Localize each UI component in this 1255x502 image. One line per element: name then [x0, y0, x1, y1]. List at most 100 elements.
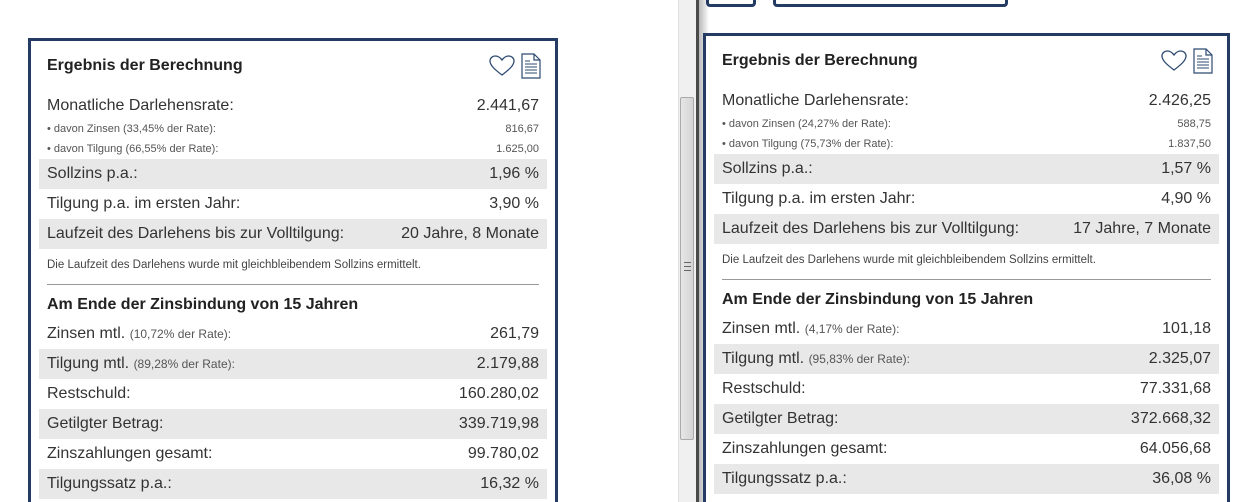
interest-part-label: • davon Zinsen (24,27% der Rate): — [722, 118, 891, 130]
term-note: Die Laufzeit des Darlehens wurde mit gle… — [722, 254, 1096, 266]
row-value: 99.780,02 — [467, 445, 539, 462]
row-label: Getilgter Betrag: — [722, 410, 839, 427]
principal-part-label: • davon Tilgung (66,55% der Rate): — [47, 143, 219, 155]
end-row: Zinszahlungen gesamt: 64.056,68 — [714, 434, 1219, 464]
row-value: 1,57 % — [1161, 160, 1211, 177]
row-value: 4,90 % — [1161, 190, 1211, 207]
row-sublabel: (89,28% der Rate): — [133, 357, 235, 371]
principal-part-value: 1.625,00 — [496, 143, 539, 155]
scrollbar-thumb[interactable] — [680, 97, 694, 440]
interest-part-label: • davon Zinsen (33,45% der Rate): — [47, 123, 216, 135]
row-label: Sollzins p.a.: — [722, 160, 813, 177]
row-label: Restschuld: — [722, 380, 806, 397]
repayment-rate-row: Tilgung p.a. im ersten Jahr: 4,90 % — [714, 184, 1219, 214]
row-sublabel: (4,17% der Rate): — [804, 322, 900, 336]
result-header: Ergebnis der Berechnung — [39, 41, 547, 93]
top-button-small[interactable] — [706, 0, 756, 7]
row-label: Laufzeit des Darlehens bis zur Volltilgu… — [47, 225, 345, 242]
document-icon[interactable] — [1193, 48, 1213, 74]
row-label-group: Tilgung mtl. (95,83% der Rate): — [722, 350, 910, 368]
row-label-group: Tilgung mtl. (89,28% der Rate): — [47, 355, 235, 373]
divider — [722, 279, 1211, 280]
heart-icon[interactable] — [1161, 50, 1187, 72]
result-title: Ergebnis der Berechnung — [722, 52, 918, 69]
row-value: 339.719,98 — [458, 415, 539, 432]
end-row: Tilgung mtl. (95,83% der Rate): 2.325,07 — [714, 344, 1219, 374]
document-icon[interactable] — [521, 53, 541, 79]
row-value: 372.668,32 — [1130, 410, 1211, 427]
row-value: 17 Jahre, 7 Monate — [1073, 220, 1211, 237]
row-value: 2.179,88 — [476, 355, 539, 372]
top-button-wide[interactable] — [773, 0, 1008, 7]
row-label: Restschuld: — [47, 385, 131, 402]
row-value: 36,08 % — [1152, 470, 1211, 487]
row-value: 101,18 — [1162, 320, 1211, 337]
interest-part-value: 816,67 — [505, 123, 539, 135]
row-value: 261,79 — [490, 325, 539, 342]
row-label: Zinsen mtl. — [722, 320, 801, 337]
row-value: 16,32 % — [480, 475, 539, 492]
interest-part-row: • davon Zinsen (33,45% der Rate): 816,67 — [39, 119, 547, 139]
row-value: 1,96 % — [489, 165, 539, 182]
row-label: Tilgung mtl. — [47, 355, 130, 372]
end-row: Restschuld: 77.331,68 — [714, 374, 1219, 404]
result-panel-left: Ergebnis der Berechnung Monatliche Darle… — [28, 38, 558, 502]
end-row: Getilgter Betrag: 372.668,32 — [714, 404, 1219, 434]
end-row: Restschuld: 160.280,02 — [39, 379, 547, 409]
monthly-rate-row: Monatliche Darlehensrate: 2.441,67 — [39, 93, 547, 119]
row-label: Zinszahlungen gesamt: — [722, 440, 888, 457]
result-title: Ergebnis der Berechnung — [47, 57, 243, 74]
repayment-rate-row: Tilgung p.a. im ersten Jahr: 3,90 % — [39, 189, 547, 219]
row-value: 64.056,68 — [1139, 440, 1211, 457]
principal-part-label: • davon Tilgung (75,73% der Rate): — [722, 138, 894, 150]
monthly-rate-row: Monatliche Darlehensrate: 2.426,25 — [714, 88, 1219, 114]
row-label: Zinsen mtl. — [47, 325, 126, 342]
interest-part-value: 588,75 — [1177, 118, 1211, 130]
heart-icon[interactable] — [489, 55, 515, 77]
loan-term-row: Laufzeit des Darlehens bis zur Volltilgu… — [39, 219, 547, 249]
interest-rate-row: Sollzins p.a.: 1,96 % — [39, 159, 547, 189]
row-label: Tilgung p.a. im ersten Jahr: — [47, 195, 241, 212]
row-label: Tilgung p.a. im ersten Jahr: — [722, 190, 916, 207]
section-title: Am Ende der Zinsbindung von 15 Jahren — [47, 296, 359, 313]
principal-part-value: 1.837,50 — [1168, 138, 1211, 150]
row-label: Tilgung mtl. — [722, 350, 805, 367]
row-label: Getilgter Betrag: — [47, 415, 164, 432]
monthly-rate-label: Monatliche Darlehensrate: — [722, 92, 909, 109]
grip-icon — [684, 262, 691, 271]
row-sublabel: (10,72% der Rate): — [129, 327, 232, 341]
result-header: Ergebnis der Berechnung — [714, 36, 1219, 88]
interest-rate-row: Sollzins p.a.: 1,57 % — [714, 154, 1219, 184]
row-value: 20 Jahre, 8 Monate — [401, 225, 539, 242]
end-row: Zinsen mtl. (10,72% der Rate): 261,79 — [39, 319, 547, 349]
principal-part-row: • davon Tilgung (75,73% der Rate): 1.837… — [714, 134, 1219, 154]
monthly-rate-value: 2.441,67 — [476, 97, 539, 114]
end-row: Zinszahlungen gesamt: 99.780,02 — [39, 439, 547, 469]
row-label: Tilgungssatz p.a.: — [722, 470, 847, 487]
loan-term-row: Laufzeit des Darlehens bis zur Volltilgu… — [714, 214, 1219, 244]
row-label: Laufzeit des Darlehens bis zur Volltilgu… — [722, 220, 1020, 237]
section-title: Am Ende der Zinsbindung von 15 Jahren — [722, 291, 1034, 308]
row-label: Tilgungssatz p.a.: — [47, 475, 172, 492]
result-panel-right: Ergebnis der Berechnung Monatliche Darle… — [703, 33, 1230, 502]
divider — [47, 284, 539, 285]
monthly-rate-label: Monatliche Darlehensrate: — [47, 97, 234, 114]
row-value: 77.331,68 — [1139, 380, 1211, 397]
row-label-group: Zinsen mtl. (4,17% der Rate): — [722, 320, 899, 338]
end-row: Zinsen mtl. (4,17% der Rate): 101,18 — [714, 314, 1219, 344]
interest-part-row: • davon Zinsen (24,27% der Rate): 588,75 — [714, 114, 1219, 134]
row-label-group: Zinsen mtl. (10,72% der Rate): — [47, 325, 231, 343]
end-row: Getilgter Betrag: 339.719,98 — [39, 409, 547, 439]
row-sublabel: (95,83% der Rate): — [808, 352, 910, 366]
window-splitter[interactable] — [696, 0, 699, 502]
principal-part-row: • davon Tilgung (66,55% der Rate): 1.625… — [39, 139, 547, 159]
row-label: Sollzins p.a.: — [47, 165, 138, 182]
row-value: 3,90 % — [489, 195, 539, 212]
term-note: Die Laufzeit des Darlehens wurde mit gle… — [47, 259, 421, 271]
end-row: Tilgungssatz p.a.: 36,08 % — [714, 464, 1219, 494]
monthly-rate-value: 2.426,25 — [1148, 92, 1211, 109]
row-value: 160.280,02 — [458, 385, 539, 402]
row-label: Zinszahlungen gesamt: — [47, 445, 213, 462]
row-value: 2.325,07 — [1148, 350, 1211, 367]
end-row: Tilgungssatz p.a.: 16,32 % — [39, 469, 547, 499]
